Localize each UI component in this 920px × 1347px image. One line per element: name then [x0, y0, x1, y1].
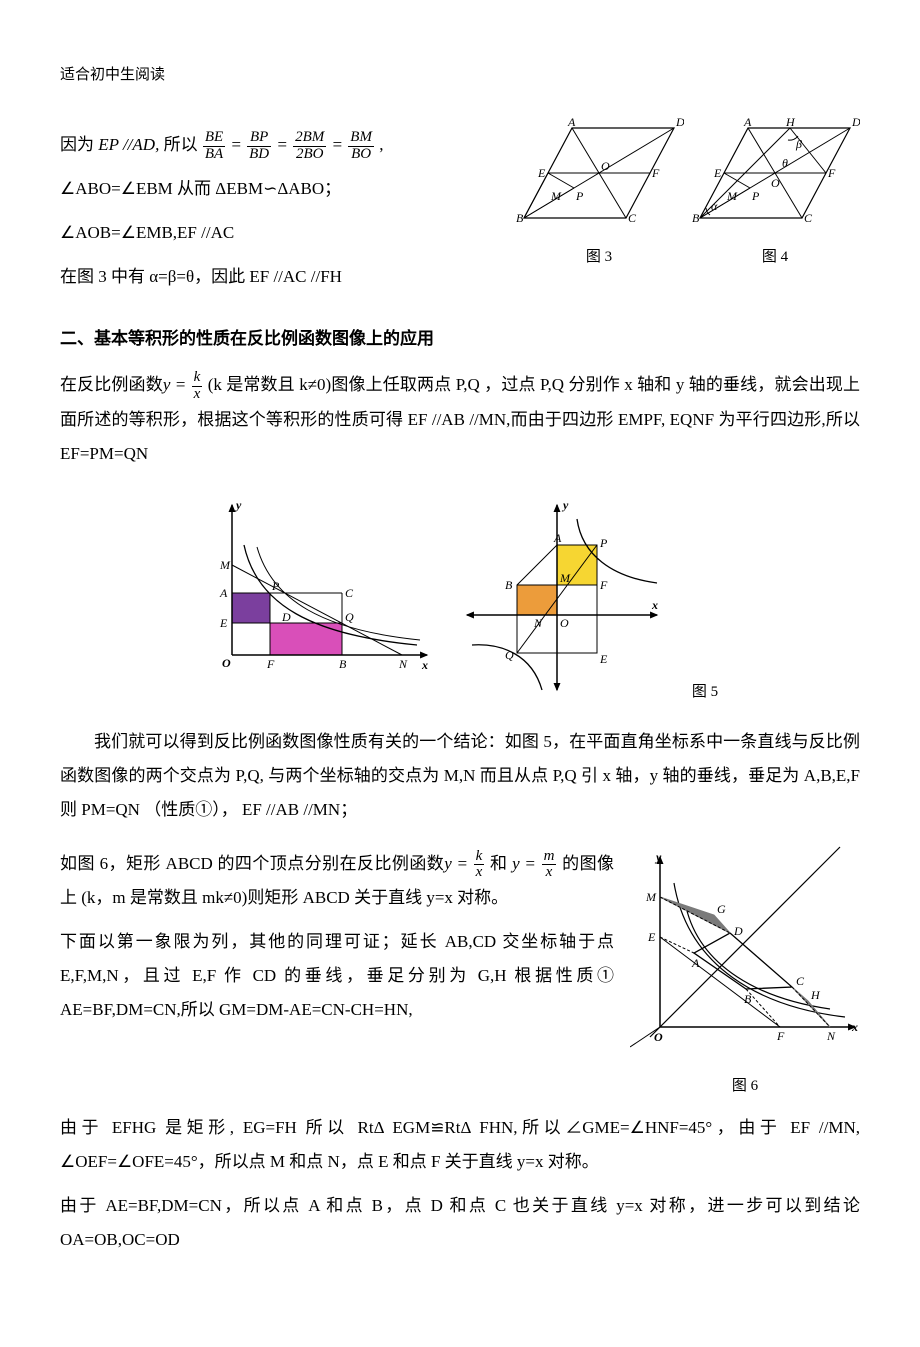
- svg-text:D: D: [675, 118, 684, 129]
- svg-text:P: P: [751, 189, 760, 203]
- para-fig6-a: 如图 6，矩形 ABCD 的四个顶点分别在反比例函数y = kx 和 y = m…: [60, 847, 614, 915]
- svg-text:C: C: [345, 586, 354, 600]
- svg-text:y: y: [654, 850, 662, 864]
- para-fig6-c: 下面以第一象限为列，其他的同理可证；延长 AB,CD 交坐标轴于点 E,F,M,…: [60, 925, 614, 1027]
- svg-text:H: H: [785, 118, 796, 129]
- svg-text:N: N: [826, 1029, 836, 1043]
- svg-text:E: E: [219, 616, 228, 630]
- svg-text:x: x: [851, 1020, 858, 1034]
- frac-be-ba: BEBA: [202, 130, 226, 163]
- svg-text:D: D: [733, 924, 743, 938]
- svg-text:O: O: [771, 176, 780, 190]
- fig3-caption: 图 3: [514, 242, 684, 272]
- txt: 因为: [60, 135, 94, 154]
- svg-text:O: O: [222, 656, 231, 670]
- para-tail2: 由于 AE=BF,DM=CN，所以点 A 和点 B，点 D 和点 C 也关于直线…: [60, 1189, 860, 1257]
- para-angle1: ∠ABO=∠EBM 从而 ΔEBM∽ΔABO；: [60, 172, 502, 206]
- svg-text:N: N: [398, 657, 408, 671]
- svg-text:y: y: [561, 498, 569, 512]
- svg-text:M: M: [550, 189, 562, 203]
- svg-text:E: E: [537, 166, 546, 180]
- svg-text:β: β: [795, 137, 802, 151]
- svg-text:P: P: [599, 536, 608, 550]
- svg-text:E: E: [647, 930, 656, 944]
- frac-2bm-2bo: 2BM2BO: [292, 130, 327, 163]
- svg-text:C: C: [804, 211, 813, 225]
- frac-bm-bo: BMBO: [347, 130, 375, 163]
- figure-5-left: y x O MA E P C D Q F B N: [202, 485, 432, 707]
- svg-text:P: P: [271, 579, 280, 593]
- svg-text:C: C: [628, 211, 637, 225]
- svg-text:D: D: [281, 610, 291, 624]
- svg-text:α: α: [711, 199, 718, 213]
- svg-text:H: H: [810, 988, 821, 1002]
- figure-6: yxOMEABFNGDCH 图 6: [630, 837, 860, 1101]
- svg-text:M: M: [726, 189, 738, 203]
- para-after-fig5: 我们就可以得到反比例函数图像性质有关的一个结论：如图 5，在平面直角坐标系中一条…: [60, 725, 860, 827]
- frac-k-x: kx: [191, 370, 204, 403]
- section-2-title: 二、基本等积形的性质在反比例函数图像上的应用: [60, 322, 860, 356]
- fig6-caption: 图 6: [630, 1071, 860, 1101]
- svg-text:A: A: [553, 531, 562, 545]
- para-fig3line: 在图 3 中有 α=β=θ，因此 EF //AC //FH: [60, 260, 502, 294]
- svg-text:A: A: [691, 956, 700, 970]
- svg-text:E: E: [713, 166, 722, 180]
- svg-text:M: M: [645, 890, 657, 904]
- svg-text:θ: θ: [782, 156, 788, 170]
- para-sec2-a: 在反比例函数y = kx (k 是常数且 k≠0)图像上任取两点 P,Q ，过点…: [60, 368, 860, 470]
- svg-text:C: C: [796, 974, 805, 988]
- svg-text:B: B: [516, 211, 524, 225]
- svg-text:F: F: [266, 657, 275, 671]
- svg-text:B: B: [339, 657, 347, 671]
- svg-text:F: F: [827, 166, 836, 180]
- txt: EP //AD,: [98, 135, 159, 154]
- svg-text:B: B: [744, 992, 752, 1006]
- figure-3: A D B C E F MP O 图 3: [514, 118, 684, 272]
- fig4-caption: 图 4: [690, 242, 860, 272]
- svg-text:G: G: [717, 902, 726, 916]
- figure-5-right: y x A P B M F E Q O N: [462, 485, 662, 707]
- svg-text:O: O: [560, 616, 569, 630]
- svg-text:Q: Q: [345, 610, 354, 624]
- svg-text:F: F: [599, 578, 608, 592]
- svg-text:M: M: [559, 571, 571, 585]
- figure-4: α βθ A D B C E F H MPO 图 4: [690, 118, 860, 272]
- svg-text:O: O: [601, 159, 610, 173]
- svg-text:Q: Q: [505, 648, 514, 662]
- svg-text:N: N: [533, 616, 543, 630]
- svg-text:A: A: [567, 118, 576, 129]
- header-note: 适合初中生阅读: [60, 60, 860, 90]
- frac-bp-bd: BPBD: [246, 130, 272, 163]
- svg-text:x: x: [651, 598, 658, 612]
- para-angle2: ∠AOB=∠EMB,EF //AC: [60, 216, 502, 250]
- para-fraction: 因为 EP //AD, 所以 BEBA = BPBD = 2BM2BO = BM…: [60, 128, 502, 162]
- svg-text:y: y: [234, 498, 242, 512]
- svg-text:B: B: [505, 578, 513, 592]
- svg-text:P: P: [575, 189, 584, 203]
- svg-text:F: F: [776, 1029, 785, 1043]
- svg-text:x: x: [421, 658, 428, 672]
- svg-text:E: E: [599, 652, 608, 666]
- svg-text:B: B: [692, 211, 700, 225]
- svg-text:D: D: [851, 118, 860, 129]
- svg-text:A: A: [219, 586, 228, 600]
- svg-text:F: F: [651, 166, 660, 180]
- txt: 所以: [164, 135, 202, 154]
- svg-text:A: A: [743, 118, 752, 129]
- svg-text:M: M: [219, 558, 231, 572]
- fig5-caption: 图 5: [692, 677, 718, 707]
- para-tail1: 由于 EFHG 是矩形, EG=FH 所以 RtΔ EGM≌RtΔ FHN,所以…: [60, 1111, 860, 1179]
